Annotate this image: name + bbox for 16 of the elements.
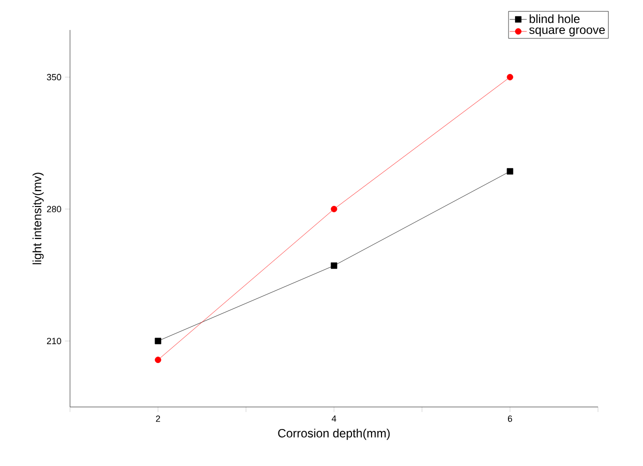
point xyxy=(506,74,514,80)
point xyxy=(506,168,514,175)
x-axis-title: Corrosion depth(mm) xyxy=(278,428,390,440)
y-tick-label: 210 xyxy=(46,338,62,344)
x-tick-label: 2 xyxy=(156,416,160,422)
point xyxy=(154,338,162,344)
point xyxy=(330,206,338,212)
y-tick-label: 280 xyxy=(46,206,62,212)
legend-label: blind hole xyxy=(530,14,580,24)
y-axis-title: light intensity(mv) xyxy=(32,172,44,264)
x-tick-label: 4 xyxy=(332,416,336,422)
point xyxy=(330,262,338,269)
legend-label: square groove xyxy=(529,27,605,36)
x-tick-label: 6 xyxy=(508,416,512,422)
point xyxy=(154,356,162,364)
y-tick-label: 350 xyxy=(46,74,62,80)
